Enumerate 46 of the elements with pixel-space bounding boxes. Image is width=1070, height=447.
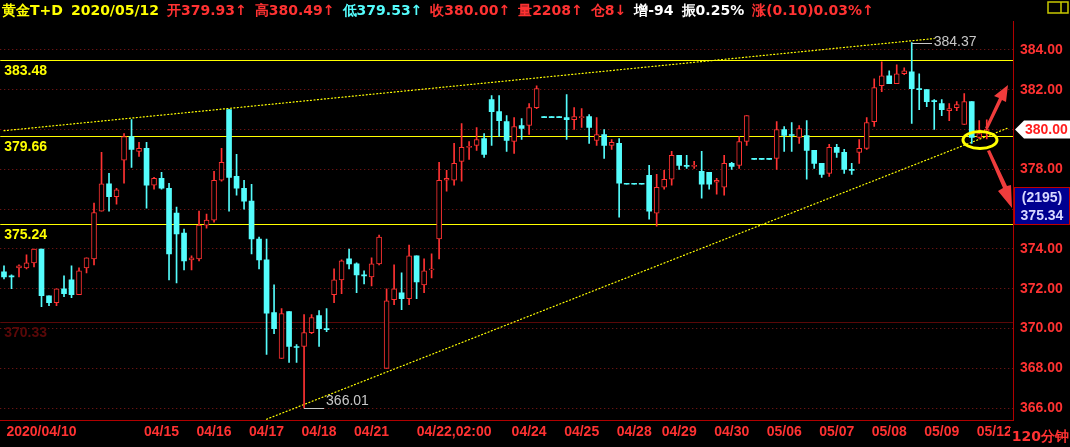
candlestick xyxy=(856,139,863,164)
candlestick xyxy=(946,103,953,121)
x-tick-label: 04/24 xyxy=(511,423,547,440)
annotation: 384.37 xyxy=(933,33,977,50)
x-tick-label: 05/08 xyxy=(871,423,907,440)
y-tick-label: 382.00 xyxy=(1020,80,1064,97)
x-tick-label: 04/29 xyxy=(661,423,697,440)
ref-line-label: 379.66 xyxy=(4,138,48,155)
x-tick-label: 04/16 xyxy=(196,423,232,440)
y-tick-label: 366.00 xyxy=(1020,399,1064,416)
x-tick-label: 05/06 xyxy=(766,423,802,440)
y-tick-label: 370.00 xyxy=(1020,319,1064,336)
x-tick-label: 04/21 xyxy=(354,423,390,440)
candlestick xyxy=(788,122,795,152)
candlestick xyxy=(848,163,855,175)
x-tick-label: 04/17 xyxy=(249,423,285,440)
text: 380.00 xyxy=(1025,121,1069,138)
x-tick-label: 05/09 xyxy=(924,423,960,440)
x-tick-label: 04/25 xyxy=(564,423,600,440)
candlestick xyxy=(136,142,142,157)
x-tick-label: 04/18 xyxy=(301,423,337,440)
x-tick-label: 04/30 xyxy=(714,423,750,440)
y-tick-label: 374.00 xyxy=(1020,239,1064,256)
x-tick-label: 04/28 xyxy=(616,423,652,440)
ref-line-label: 370.33 xyxy=(4,324,48,341)
x-tick-label: 2020/04/10 xyxy=(6,423,77,440)
x-tick-label: 05/07 xyxy=(819,423,855,440)
ref-line-label: 383.48 xyxy=(4,62,48,79)
candlestick xyxy=(571,107,577,130)
y-tick-label: 372.00 xyxy=(1020,279,1064,296)
x-tick-label: 05/12 xyxy=(976,423,1012,440)
text: 120分钟 xyxy=(1009,428,1069,446)
annotation: 366.01 xyxy=(326,391,370,408)
candlestick xyxy=(496,95,502,137)
y-tick-label: 368.00 xyxy=(1020,359,1064,376)
y-tick-label: 378.00 xyxy=(1020,160,1064,177)
x-tick-label: 04/15 xyxy=(144,423,180,440)
candlestick xyxy=(781,126,788,152)
candlestick xyxy=(713,177,720,195)
x-tick-label: 04/22,02:00 xyxy=(416,423,492,440)
y-tick-label: 384.00 xyxy=(1020,40,1064,57)
ref-line-label: 375.24 xyxy=(4,226,48,243)
text: (2195) xyxy=(1020,188,1064,206)
text: 375.34 xyxy=(1019,206,1065,224)
chart-title: 黄金T+D 2020/05/12 开379.93↑ 高380.49↑ 低379.53↑ 收380.00↑ 量2208↑ 仓8↓ 增-94 振0.25% 涨(0.10)0.03%↑ xyxy=(2,2,874,18)
candlestick xyxy=(301,314,307,409)
